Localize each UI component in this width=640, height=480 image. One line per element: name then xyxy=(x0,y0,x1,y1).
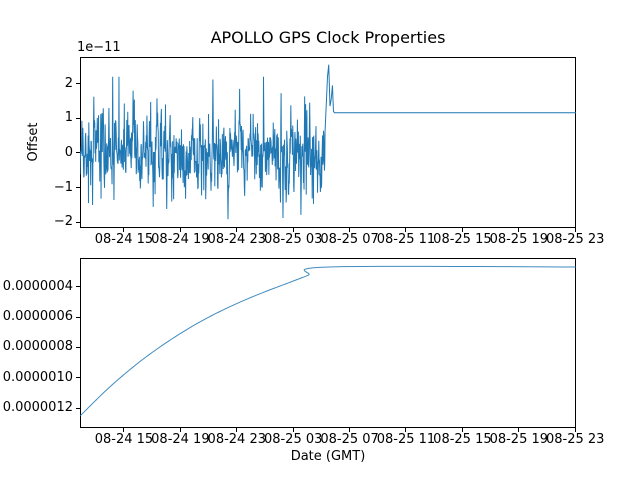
x-tick-mark xyxy=(349,228,351,232)
x-tick-label: 08-24 19 xyxy=(151,232,210,247)
x-tick-mark xyxy=(292,228,294,232)
y-tick-mark xyxy=(76,221,80,223)
x-tick-mark xyxy=(179,228,181,232)
x-tick-label: 08-25 19 xyxy=(489,432,549,447)
x-tick-mark xyxy=(123,428,125,432)
x-tick-label: 08-24 23 xyxy=(207,232,267,247)
x-tick-label: 08-25 19 xyxy=(489,232,549,247)
y-tick-label: 2 xyxy=(64,75,73,91)
y-axis-offset-text: 1e−11 xyxy=(77,40,121,55)
x-tick-label: 08-24 23 xyxy=(207,432,267,447)
y-tick-label: −2 xyxy=(53,214,73,230)
x-tick-mark xyxy=(179,428,181,432)
x-tick-mark xyxy=(236,428,238,432)
x-tick-mark xyxy=(461,428,463,432)
x-axis-label: Date (GMT) xyxy=(290,449,366,464)
x-tick-label: 08-25 23 xyxy=(545,432,605,447)
y-tick-label: 0.0000010 xyxy=(2,369,73,385)
drift-series-line xyxy=(80,265,576,417)
offset-plot-frame xyxy=(80,57,576,228)
x-tick-label: 08-24 15 xyxy=(94,232,154,247)
y-tick-label: 0.0000008 xyxy=(2,339,73,355)
x-tick-mark xyxy=(518,228,520,232)
x-tick-mark xyxy=(574,428,576,432)
y-tick-mark xyxy=(76,187,80,188)
y-tick-mark xyxy=(76,377,80,379)
x-tick-mark xyxy=(461,228,463,232)
y-tick-mark xyxy=(76,316,80,318)
y-tick-mark xyxy=(76,117,80,119)
offset-series-line xyxy=(80,64,576,220)
x-tick-label: 08-25 07 xyxy=(320,432,379,447)
y-tick-label: 0.0000006 xyxy=(2,309,73,325)
x-tick-mark xyxy=(574,228,576,232)
offset-plot-canvas xyxy=(80,57,576,228)
x-tick-mark xyxy=(349,428,351,432)
y-tick-mark xyxy=(76,346,80,348)
y-tick-label: 1 xyxy=(64,110,73,126)
drift-plot-canvas xyxy=(80,258,576,428)
x-tick-label: 08-25 15 xyxy=(433,232,492,247)
chart-title: APOLLO GPS Clock Properties xyxy=(210,28,446,47)
y-tick-label: 0.0000012 xyxy=(2,400,73,416)
y-tick-label: 0 xyxy=(64,144,73,160)
x-tick-label: 08-25 03 xyxy=(263,232,323,247)
x-tick-label: 08-25 15 xyxy=(433,432,492,447)
x-tick-mark xyxy=(123,228,125,232)
x-tick-label: 08-25 03 xyxy=(263,432,323,447)
x-tick-mark xyxy=(292,428,294,432)
x-tick-mark xyxy=(518,428,520,432)
x-tick-label: 08-25 11 xyxy=(376,432,436,447)
drift-plot-frame xyxy=(80,258,576,428)
y-tick-label: 0.0000004 xyxy=(2,278,73,294)
x-tick-label: 08-25 11 xyxy=(376,232,436,247)
y-tick-mark xyxy=(76,407,80,409)
x-tick-mark xyxy=(405,428,407,432)
y-tick-label: −1 xyxy=(53,179,73,195)
x-tick-label: 08-24 19 xyxy=(151,432,210,447)
x-tick-label: 08-25 23 xyxy=(545,232,605,247)
y-tick-mark xyxy=(76,286,80,288)
y-tick-mark xyxy=(76,152,80,154)
x-tick-label: 08-24 15 xyxy=(94,432,154,447)
x-tick-mark xyxy=(405,228,407,232)
x-tick-label: 08-25 07 xyxy=(320,232,379,247)
x-tick-mark xyxy=(236,228,238,232)
y-tick-mark xyxy=(76,83,80,85)
